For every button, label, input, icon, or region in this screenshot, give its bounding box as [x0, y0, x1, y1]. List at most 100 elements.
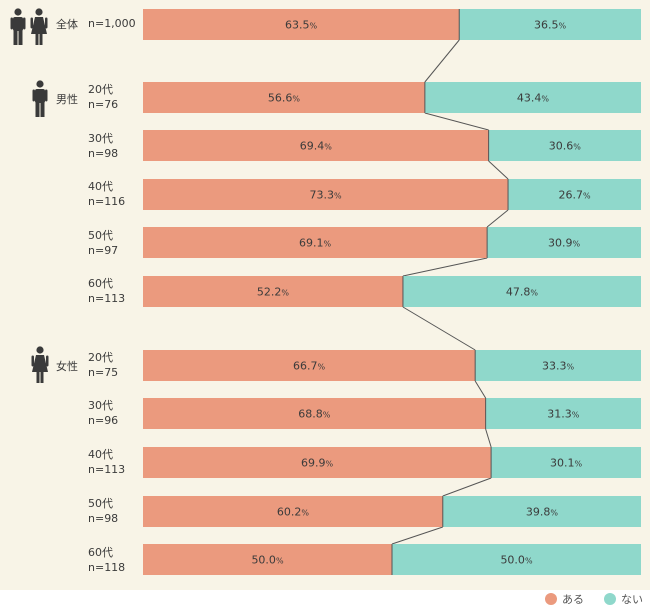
row-label: 60代 n=113 [88, 276, 125, 306]
data-label-aru: 63.5% [285, 19, 318, 32]
data-label-nai: 39.8% [526, 506, 559, 519]
row-label: 20代 n=76 [88, 82, 118, 112]
bar-nai [402, 276, 641, 307]
bar-aru [143, 447, 492, 478]
data-label-aru: 56.6% [268, 92, 301, 105]
row-category: 20代 [88, 83, 113, 96]
row-n: n=75 [88, 366, 119, 379]
connector-line [391, 526, 443, 545]
data-label-nai: 43.4% [517, 92, 550, 105]
bar-aru [143, 130, 489, 161]
legend-nai-swatch [604, 593, 616, 605]
row-label: 50代 n=98 [88, 496, 118, 526]
data-label-aru: 69.9% [301, 457, 334, 470]
man-icon [32, 80, 48, 117]
row-label: 40代 n=113 [88, 447, 125, 477]
data-label-aru: 52.2% [257, 286, 290, 299]
connector-line [474, 380, 487, 399]
data-label-nai: 47.8% [506, 286, 539, 299]
bar-nai [487, 227, 641, 258]
row-label: 60代 n=118 [88, 545, 125, 575]
woman-icon [30, 8, 48, 45]
bar-aru [143, 9, 460, 40]
bar-nai [508, 179, 641, 210]
row-category: 30代 [88, 132, 113, 145]
row-n: n=118 [88, 561, 126, 574]
man-icon [10, 8, 26, 45]
connector-line [442, 477, 492, 497]
data-label-nai: 33.3% [542, 360, 575, 373]
data-label-aru: 69.4% [300, 140, 333, 153]
row-n: n=116 [88, 195, 126, 208]
row-label: 40代 n=116 [88, 179, 125, 209]
bar-aru [143, 82, 425, 113]
legend-nai-label: ない [621, 593, 643, 606]
row-n: n=97 [88, 244, 119, 257]
row-n: n=1,000 [88, 17, 136, 30]
data-label-nai: 30.6% [549, 140, 582, 153]
data-label-nai: 36.5% [534, 19, 567, 32]
bar-aru [143, 544, 392, 575]
data-label-aru: 50.0% [251, 554, 284, 567]
row-label: n=1,000 [88, 16, 136, 31]
woman-icon [31, 346, 49, 383]
legend-aru: ある [545, 591, 584, 607]
row-category: 20代 [88, 351, 113, 364]
data-label-aru: 66.7% [293, 360, 326, 373]
data-label-aru: 68.8% [298, 408, 331, 421]
bar-aru [143, 276, 403, 307]
row-category: 30代 [88, 399, 113, 412]
connector-line [402, 257, 488, 277]
data-label-nai: 26.7% [558, 189, 591, 202]
data-label-aru: 69.1% [299, 237, 332, 250]
bar-aru [143, 179, 509, 210]
data-label-nai: 30.1% [550, 457, 583, 470]
connector-line [424, 112, 489, 131]
row-n: n=113 [88, 463, 126, 476]
bar-nai [392, 544, 641, 575]
bar-aru [143, 227, 488, 258]
bar-nai [475, 350, 641, 381]
bar-nai [459, 9, 641, 40]
group-label-female: 女性 [56, 360, 78, 373]
bar-nai [424, 82, 641, 113]
row-n: n=96 [88, 414, 119, 427]
legend-aru-label: ある [562, 593, 584, 606]
row-category: 60代 [88, 277, 113, 290]
connector-line [488, 160, 509, 180]
bar-nai [491, 447, 641, 478]
data-label-aru: 60.2% [277, 506, 310, 519]
row-label: 50代 n=97 [88, 228, 118, 258]
row-category: 40代 [88, 448, 113, 461]
data-label-nai: 30.9% [548, 237, 581, 250]
bar-aru [143, 496, 443, 527]
row-n: n=98 [88, 512, 119, 525]
row-category: 50代 [88, 497, 113, 510]
legend-aru-swatch [545, 593, 557, 605]
row-label: 30代 n=98 [88, 131, 118, 161]
bar-aru [143, 398, 486, 429]
row-category: 40代 [88, 180, 113, 193]
connector-line [424, 39, 460, 83]
group-label-overall: 全体 [56, 18, 78, 31]
data-label-nai: 31.3% [547, 408, 580, 421]
connector-line [486, 209, 509, 228]
legend-nai: ない [604, 591, 643, 607]
bar-nai [442, 496, 641, 527]
bar-nai [485, 398, 641, 429]
row-label: 30代 n=96 [88, 398, 118, 428]
row-label: 20代 n=75 [88, 350, 118, 380]
row-n: n=113 [88, 292, 126, 305]
data-label-aru: 73.3% [309, 189, 342, 202]
row-n: n=76 [88, 98, 119, 111]
group-label-male: 男性 [56, 93, 78, 106]
bar-aru [143, 350, 476, 381]
connector-line [485, 428, 492, 448]
bar-nai [488, 130, 641, 161]
connector-line [402, 306, 476, 351]
row-category: 50代 [88, 229, 113, 242]
data-label-nai: 50.0% [500, 554, 533, 567]
row-n: n=98 [88, 147, 119, 160]
